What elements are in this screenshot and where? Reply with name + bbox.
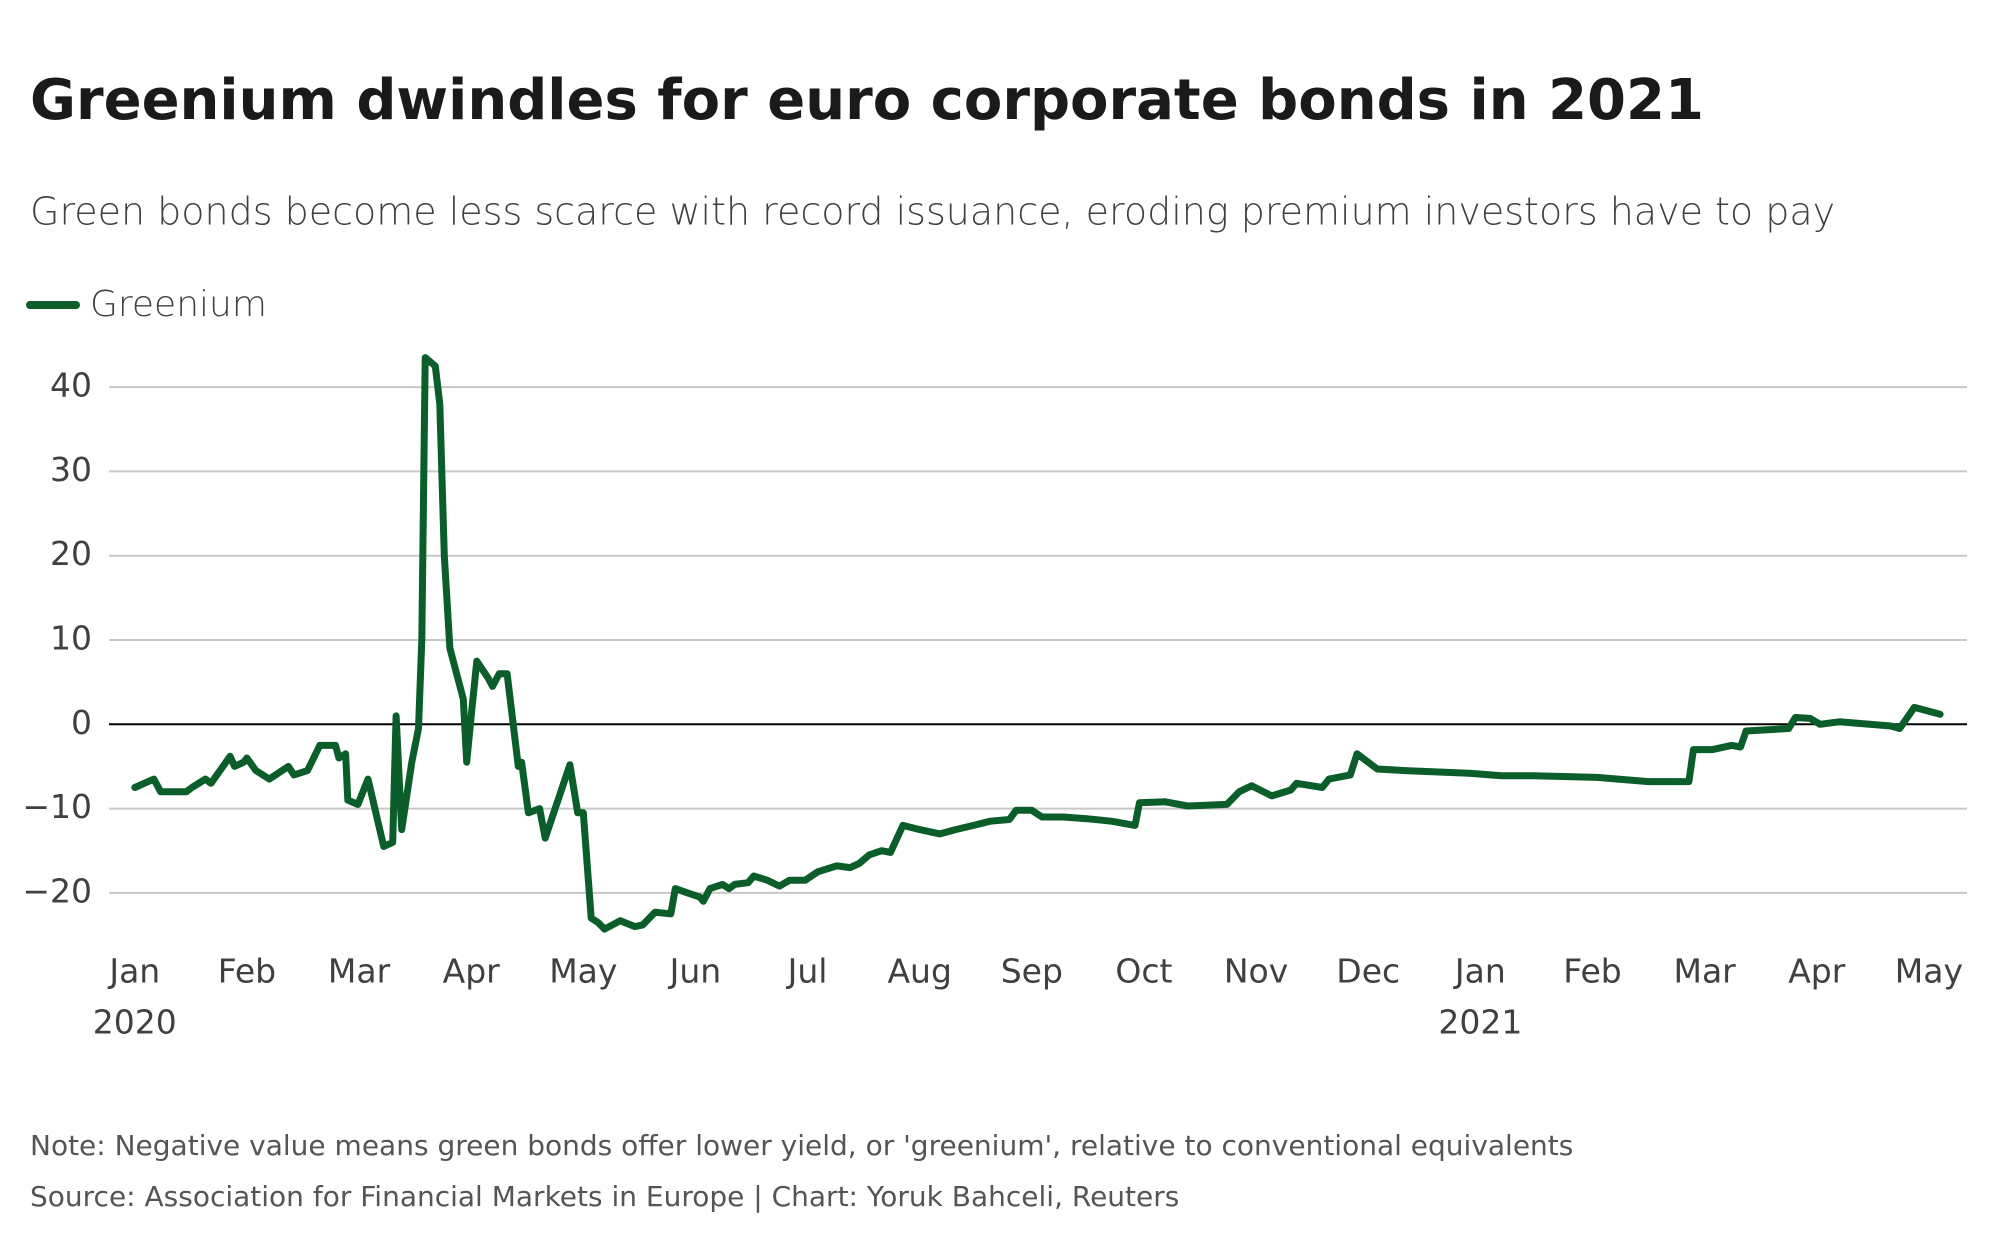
x-year-label: 2020 (93, 1003, 177, 1042)
x-tick-label: Feb (1563, 952, 1621, 991)
x-year-label: 2021 (1438, 1003, 1522, 1042)
y-tick-label: 10 (50, 619, 92, 658)
x-tick-label: Aug (887, 952, 951, 991)
x-tick-label: Oct (1115, 952, 1172, 991)
y-tick-label: 30 (50, 450, 92, 489)
x-tick-label: Mar (1673, 952, 1736, 991)
x-tick-label: Dec (1336, 952, 1400, 991)
x-tick-label: Jan (107, 952, 160, 991)
note: Note: Negative value means green bonds o… (30, 1129, 1573, 1162)
x-tick-label: May (549, 952, 617, 991)
x-tick-label: Apr (1788, 952, 1846, 991)
y-tick-label: 0 (71, 703, 92, 742)
x-tick-label: Feb (218, 952, 276, 991)
chart-subtitle: Green bonds become less scarce with reco… (30, 190, 1835, 234)
y-tick-label: −10 (22, 787, 92, 826)
x-tick-label: Nov (1224, 952, 1288, 991)
x-tick-label: Jun (668, 952, 722, 991)
x-tick-label: Apr (443, 952, 501, 991)
source: Source: Association for Financial Market… (30, 1180, 1179, 1213)
x-tick-label: May (1895, 952, 1963, 991)
x-tick-label: Jul (786, 952, 828, 991)
x-tick-label: Mar (328, 952, 391, 991)
x-tick-label: Jan (1453, 952, 1506, 991)
y-tick-label: −20 (22, 871, 92, 910)
x-tick-label: Sep (1001, 952, 1063, 991)
chart-title: Greenium dwindles for euro corporate bon… (30, 68, 1704, 133)
legend-label: Greenium (90, 284, 267, 325)
series-line (131, 354, 1944, 933)
y-tick-label: 40 (50, 366, 92, 405)
y-tick-label: 20 (50, 534, 92, 573)
